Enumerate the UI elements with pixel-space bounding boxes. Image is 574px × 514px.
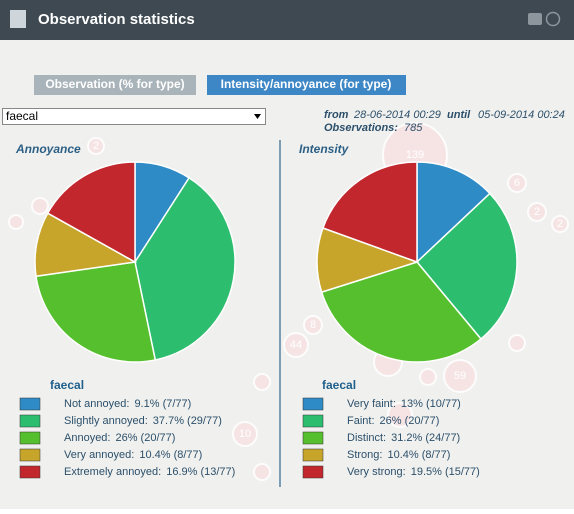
- legend-value: 31.2% (24/77): [391, 432, 460, 444]
- pie-slice: [320, 261, 482, 363]
- pie-slice: [416, 161, 491, 264]
- map-marker-label: 8: [310, 319, 316, 331]
- map-marker-label: 10: [239, 428, 251, 440]
- legend-swatch: [19, 431, 41, 445]
- map-marker-labels: 139 6 2 2 8 44 59 10 2: [93, 140, 563, 440]
- map-marker-label: 2: [93, 140, 99, 152]
- legend-swatch: [19, 448, 41, 462]
- legend-label: Slightly annoyed: 37.7% (29/77): [64, 415, 222, 427]
- legend-value: 9.1% (7/77): [134, 398, 191, 410]
- legend-category: Very strong:: [347, 466, 406, 478]
- legend-value: 16.9% (13/77): [166, 466, 235, 478]
- legend-value: 13% (10/77): [401, 398, 461, 410]
- legend-category: Faint:: [347, 415, 375, 427]
- until-label: until: [447, 109, 471, 121]
- legend-label: Faint: 26% (20/77): [347, 415, 439, 427]
- legend-swatch: [302, 448, 324, 462]
- minimize-button[interactable]: [528, 13, 542, 25]
- legend-label: Annoyed: 26% (20/77): [64, 432, 175, 444]
- map-marker-label: 139: [406, 149, 424, 161]
- map-marker-label: 44: [290, 339, 302, 351]
- until-date: 05-09-2014 00:24: [478, 109, 565, 121]
- legend-swatch: [19, 397, 41, 411]
- legend-swatch: [19, 414, 41, 428]
- tab[interactable]: [34, 75, 196, 95]
- legend-swatch: [302, 414, 324, 428]
- pie-slice: [321, 161, 418, 264]
- dropdown-value[interactable]: faecal: [6, 109, 38, 123]
- map-marker-label: 2: [557, 218, 563, 230]
- legend-value: 19.5% (15/77): [411, 466, 480, 478]
- legend-label: Very annoyed: 10.4% (8/77): [64, 449, 202, 461]
- legend-value: 26% (20/77): [380, 415, 440, 427]
- chart-title: Annoyance: [15, 142, 81, 156]
- legend-swatch: [19, 465, 41, 479]
- title-bar: [0, 0, 574, 40]
- tab-label[interactable]: Intensity/annoyance (for type): [221, 77, 392, 91]
- pie-slice: [134, 176, 236, 361]
- legend-label: Not annoyed: 9.1% (7/77): [64, 398, 191, 410]
- from-label: from: [324, 109, 349, 121]
- map-marker-label: 2: [534, 206, 540, 218]
- dropdown-arrow[interactable]: [254, 114, 261, 119]
- dropdown[interactable]: [2, 108, 266, 125]
- legend-title: faecal: [322, 378, 356, 392]
- legend-value: 10.4% (8/77): [139, 449, 202, 461]
- legend-category: Very faint:: [347, 398, 396, 410]
- chart-title: Intensity: [299, 142, 350, 156]
- legend-category: Annoyed:: [64, 432, 110, 444]
- count: 785: [404, 122, 423, 134]
- legend-label: Strong: 10.4% (8/77): [347, 449, 450, 461]
- count-label: Observations:: [324, 122, 398, 134]
- legend-label: Very faint: 13% (10/77): [347, 398, 461, 410]
- legend-category: Distinct:: [347, 432, 386, 444]
- window-title: Observation statistics: [38, 11, 195, 28]
- legend-category: Extremely annoyed:: [64, 466, 161, 478]
- legend-category: Strong:: [347, 449, 382, 461]
- period: from 28-06-2014 00:29 until 05-09-2014 0…: [324, 109, 565, 134]
- legend-value: 26% (20/77): [115, 432, 175, 444]
- window-icon: [10, 10, 26, 28]
- legend-category: Slightly annoyed:: [64, 415, 148, 427]
- legend-label: Extremely annoyed: 16.9% (13/77): [64, 466, 235, 478]
- tab-label[interactable]: Observation (% for type): [45, 77, 184, 91]
- tab-active[interactable]: [207, 75, 406, 95]
- legend-category: Very annoyed:: [64, 449, 134, 461]
- legend-value: 37.7% (29/77): [153, 415, 222, 427]
- pie-slice: [35, 261, 157, 363]
- legend-label: Distinct: 31.2% (24/77): [347, 432, 460, 444]
- legend-category: Not annoyed:: [64, 398, 129, 410]
- legend-title: faecal: [50, 378, 84, 392]
- pie-slice: [46, 161, 136, 264]
- pie-slice: [415, 192, 518, 340]
- legend-swatch: [302, 397, 324, 411]
- map-marker-label: 59: [454, 370, 466, 382]
- legend-label: Very strong: 19.5% (15/77): [347, 466, 480, 478]
- legend-value: 10.4% (8/77): [387, 449, 450, 461]
- map-marker-label: 6: [514, 177, 520, 189]
- from-date: 28-06-2014 00:29: [353, 109, 441, 121]
- legend-swatch: [302, 465, 324, 479]
- close-button[interactable]: [545, 11, 561, 27]
- legend-swatch: [302, 431, 324, 445]
